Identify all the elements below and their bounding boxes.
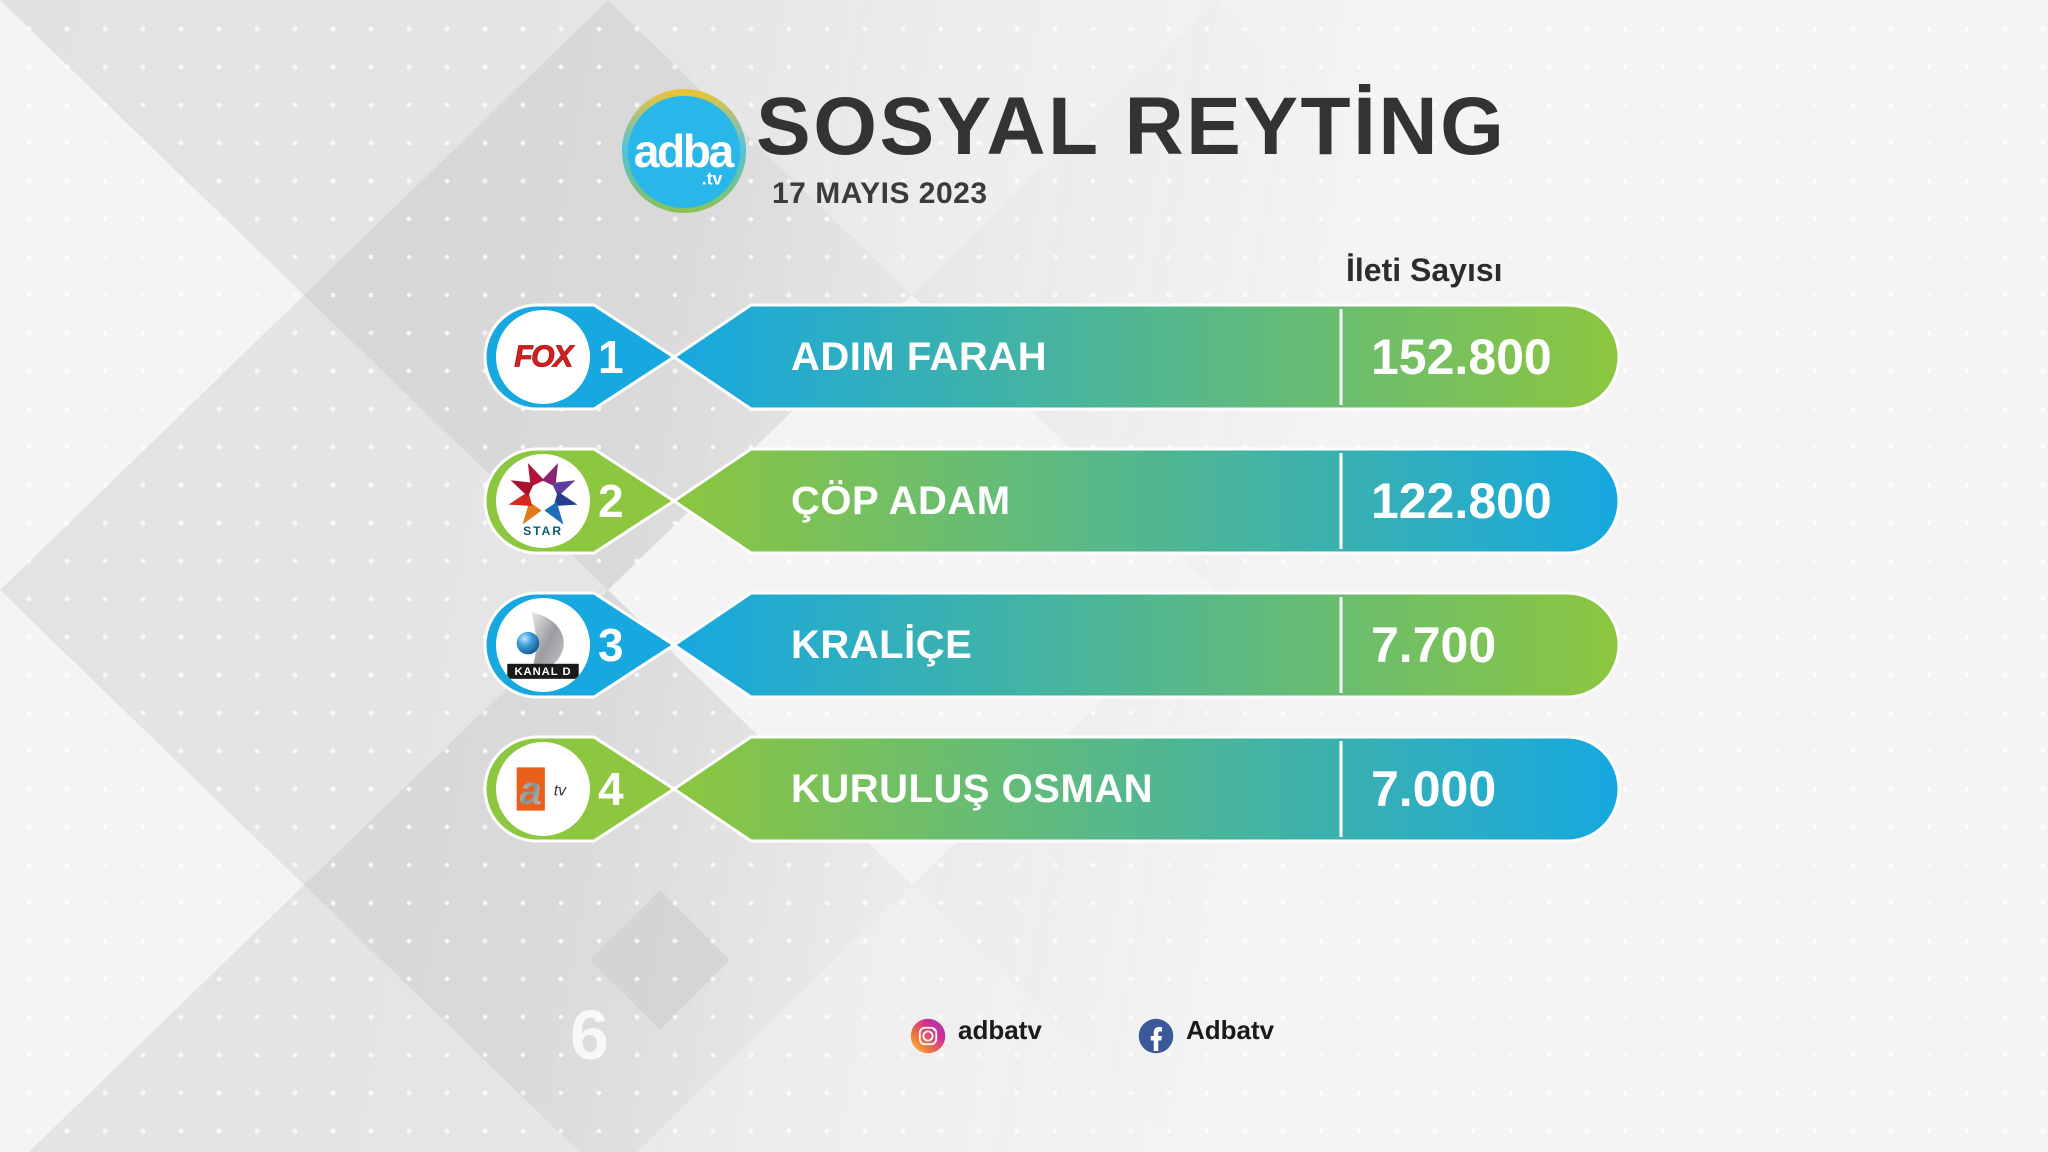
svg-text:KANAL D: KANAL D: [514, 666, 571, 678]
svg-text:FOX: FOX: [514, 340, 575, 373]
svg-text:a: a: [520, 769, 542, 813]
svg-text:tv: tv: [554, 783, 567, 800]
svg-text:STAR: STAR: [523, 524, 563, 538]
